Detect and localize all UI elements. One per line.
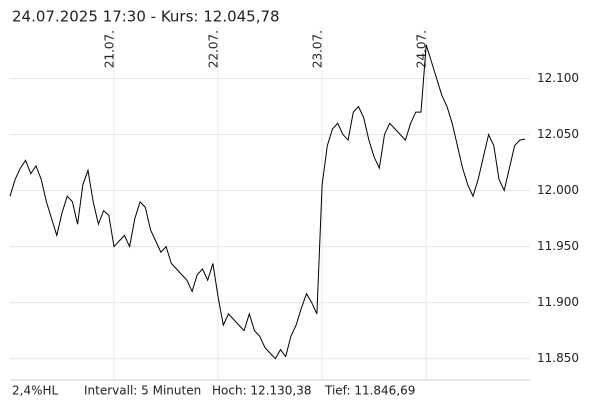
- footer-low: Tief: 11.846,69: [324, 384, 415, 398]
- y-tick-label: 12.100: [537, 71, 579, 85]
- y-tick-label: 12.050: [537, 127, 579, 141]
- x-tick-label: 21.07.: [103, 30, 117, 68]
- y-tick-label: 11.900: [537, 295, 579, 309]
- header-title: 24.07.2025 17:30 - Kurs: 12.045,78: [12, 8, 280, 26]
- footer-high: Hoch: 12.130,38: [212, 384, 312, 398]
- x-tick-label: 22.07.: [207, 30, 221, 68]
- y-tick-label: 12.000: [537, 183, 579, 197]
- x-tick-label: 24.07.: [415, 30, 429, 68]
- price-line: [9, 44, 526, 360]
- footer-range: 2,4%HL: [12, 384, 59, 398]
- footer-interval: Intervall: 5 Minuten: [84, 384, 201, 398]
- x-tick-label: 23.07.: [311, 30, 325, 68]
- y-tick-label: 11.850: [537, 351, 579, 365]
- y-tick-label: 11.950: [537, 239, 579, 253]
